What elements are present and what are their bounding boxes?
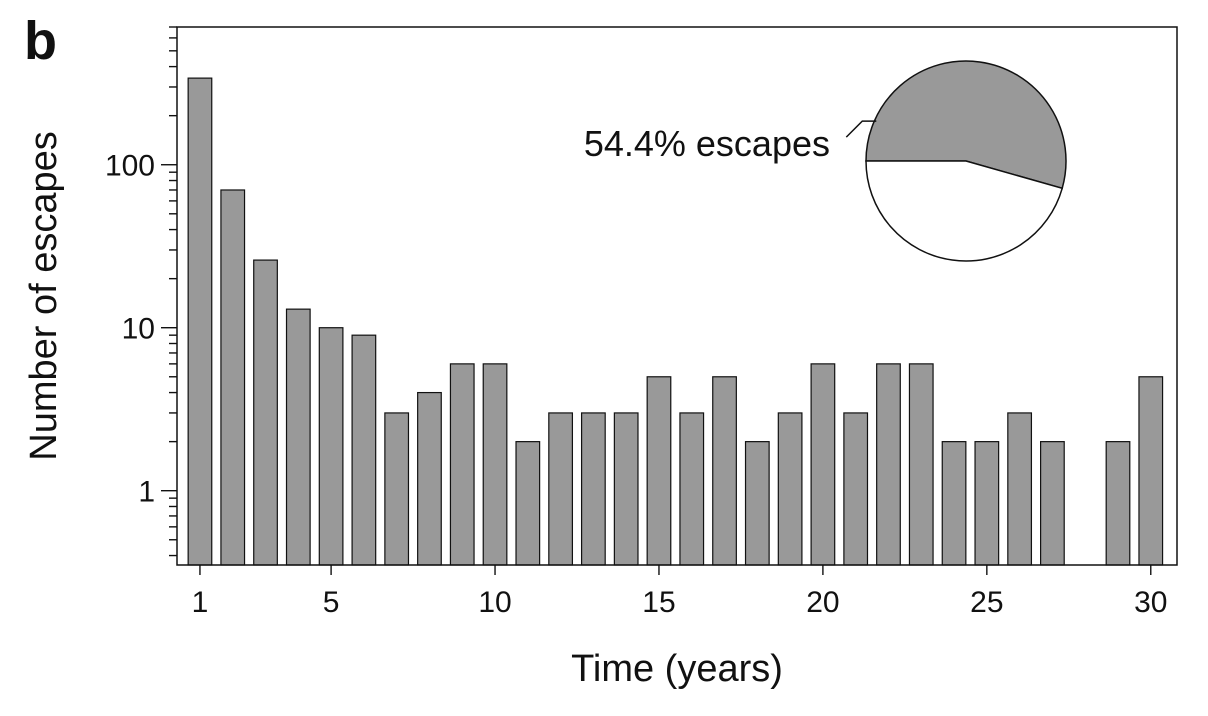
- bar-year-25: [974, 441, 1000, 566]
- bar-year-10: [482, 363, 508, 566]
- bar-year-11: [515, 441, 541, 566]
- bar-year-22: [876, 363, 901, 566]
- x-tick-label: 30: [1134, 586, 1167, 619]
- x-axis-ticks: 1 5 10 15 20 25 30: [192, 565, 1167, 619]
- bar-year-17: [712, 376, 737, 566]
- pie-slice-escapes: [865, 60, 1067, 190]
- bar-year-16: [679, 412, 705, 566]
- x-axis-title: Time (years): [571, 648, 783, 690]
- pie-leader-line: [845, 120, 877, 138]
- x-tick-label: 20: [806, 586, 839, 619]
- pie-label: 54.4% escapes: [584, 123, 830, 164]
- bar-year-12: [548, 412, 574, 566]
- plot-frame: [176, 26, 1178, 566]
- x-tick-label: 15: [642, 586, 675, 619]
- bar-year-20: [810, 363, 836, 566]
- bar-year-26: [1007, 412, 1033, 566]
- bar-year-13: [580, 412, 606, 566]
- y-tick-label: 1: [138, 476, 155, 509]
- y-tick-label: 10: [122, 313, 155, 346]
- x-tick-label: 5: [323, 586, 340, 619]
- panel-label: b: [24, 11, 57, 71]
- y-axis-title: Number of escapes: [23, 131, 65, 461]
- bar-year-30: [1138, 376, 1164, 566]
- y-axis-ticks: 1 10 100: [105, 26, 177, 557]
- bar-year-14: [613, 412, 639, 566]
- bar-year-5: [318, 327, 344, 566]
- bar-year-15: [646, 376, 672, 566]
- x-tick-label: 1: [192, 586, 209, 619]
- bar-year-24: [941, 441, 967, 566]
- bar-year-29: [1105, 441, 1131, 566]
- bar-year-1: [187, 77, 213, 566]
- bar-year-4: [285, 308, 311, 566]
- bar-year-3: [253, 259, 278, 566]
- bar-year-19: [777, 412, 803, 566]
- bar-year-18: [744, 441, 770, 566]
- bar-year-21: [843, 412, 869, 566]
- bars-group: [187, 77, 1164, 566]
- inset-pie-chart: 54.4% escapes: [584, 60, 1067, 262]
- pie-slice-remainder: [865, 160, 1064, 262]
- bar-year-2: [220, 189, 246, 566]
- y-tick-label: 100: [105, 150, 155, 183]
- bar-year-9: [449, 363, 475, 566]
- bar-year-6: [351, 334, 377, 566]
- x-tick-label: 10: [478, 586, 511, 619]
- bar-year-23: [908, 363, 934, 566]
- bar-year-7: [384, 412, 410, 566]
- x-tick-label: 25: [970, 586, 1003, 619]
- bar-year-8: [417, 391, 442, 566]
- bar-year-27: [1040, 441, 1065, 566]
